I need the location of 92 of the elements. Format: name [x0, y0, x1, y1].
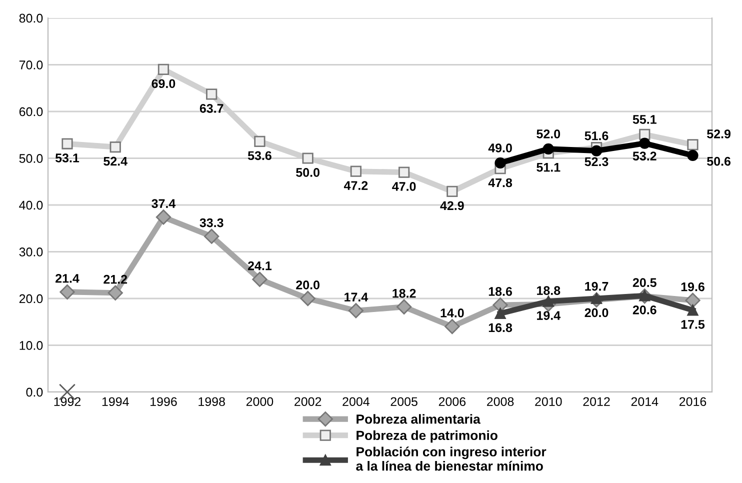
data-label: 53.2	[632, 152, 656, 161]
x-tick-label: 2004	[342, 397, 370, 406]
point	[590, 145, 602, 156]
point	[639, 138, 650, 149]
data-label: 37.4	[152, 199, 176, 208]
legend-label: Pobreza de patrimonio	[356, 430, 498, 443]
data-label: 17.5	[681, 320, 705, 329]
point	[206, 88, 218, 100]
y-tick-label: 30.0	[19, 248, 43, 256]
y-tick-label: 10.0	[20, 341, 43, 350]
data-label: 47.8	[488, 178, 512, 188]
data-label: 50.6	[707, 156, 731, 166]
data-label: 63.7	[200, 104, 224, 113]
point	[687, 139, 698, 150]
data-label: 33.3	[200, 218, 224, 228]
point	[302, 152, 314, 164]
point	[60, 284, 75, 300]
y-tick-label: 40.0	[19, 200, 43, 210]
point	[494, 157, 506, 168]
point	[156, 210, 172, 225]
data-label: 21.4	[56, 274, 80, 283]
point	[300, 290, 316, 306]
point	[444, 318, 460, 334]
point	[110, 141, 121, 153]
data-label: 24.1	[248, 261, 272, 270]
data-label: 20.5	[632, 278, 656, 288]
x-tick-label: 2002	[294, 397, 322, 406]
x-tick-label: 2006	[438, 397, 466, 406]
point	[254, 136, 266, 147]
legend-label: Población con ingreso interior a la línea de bienestar mínimo	[356, 446, 546, 471]
data-label: 50.0	[296, 168, 320, 177]
y-tick-label: 50.0	[19, 154, 43, 163]
y-tick-label: 0.0	[26, 388, 43, 397]
data-label: 18.8	[537, 286, 560, 295]
legend-label: Pobreza alimentaria	[356, 414, 480, 424]
point	[494, 308, 506, 320]
x-tick-label: 1998	[198, 397, 225, 406]
data-label: 51.1	[536, 163, 560, 172]
data-label: 69.0	[152, 79, 176, 88]
data-label: 18.6	[488, 287, 512, 296]
x-tick-label: 2012	[583, 397, 610, 406]
point	[108, 285, 123, 300]
data-label: 47.2	[344, 181, 368, 190]
data-label: 14.0	[440, 308, 464, 318]
data-label: 19.7	[585, 282, 608, 291]
data-label: 20.0	[584, 308, 608, 318]
x-tick-label: 2000	[246, 397, 274, 406]
point	[350, 166, 362, 177]
x-tick-label: 1992	[54, 397, 81, 406]
data-label: 18.2	[392, 288, 416, 298]
data-label: 51.6	[584, 131, 608, 140]
y-tick-label: 20.0	[19, 294, 43, 304]
data-label: 42.9	[440, 201, 464, 210]
y-tick-label: 60.0	[19, 107, 43, 116]
x-tick-label: 2008	[487, 397, 514, 406]
data-label: 21.2	[104, 274, 128, 284]
point	[158, 64, 170, 75]
x-tick-label: 1996	[150, 397, 177, 406]
point	[252, 272, 268, 287]
data-label: 53.6	[248, 151, 272, 160]
y-tick-label: 80.0	[19, 14, 43, 23]
data-label: 19.6	[681, 282, 704, 292]
data-label: 20.0	[296, 280, 320, 290]
data-label: 55.1	[632, 115, 656, 124]
point	[204, 228, 220, 244]
x-tick-label: 2014	[631, 397, 658, 406]
data-label: 19.4	[537, 311, 561, 320]
x-tick-label: 2005	[390, 397, 418, 406]
point	[396, 299, 412, 314]
x-tick-label: 1994	[102, 397, 129, 406]
point	[398, 166, 410, 178]
data-label: 20.6	[632, 305, 656, 314]
point	[348, 303, 364, 318]
point	[542, 143, 554, 154]
point	[687, 150, 698, 161]
data-label: 53.1	[55, 154, 80, 162]
point	[687, 304, 698, 316]
point	[62, 138, 73, 150]
data-label: 52.9	[707, 129, 731, 138]
data-label: 16.8	[488, 323, 512, 332]
data-label: 52.3	[584, 157, 608, 166]
point	[446, 186, 458, 197]
y-tick-label: 70.0	[19, 60, 43, 70]
x-tick-label: 2010	[535, 397, 562, 406]
data-label: 49.0	[488, 144, 512, 152]
point	[685, 292, 700, 308]
data-label: 17.4	[344, 292, 368, 302]
point	[492, 297, 508, 313]
data-label: 47.0	[392, 182, 416, 191]
x-tick-label: 2016	[679, 397, 706, 406]
data-label: 52.0	[536, 130, 560, 138]
data-label: 52.4	[104, 156, 128, 166]
